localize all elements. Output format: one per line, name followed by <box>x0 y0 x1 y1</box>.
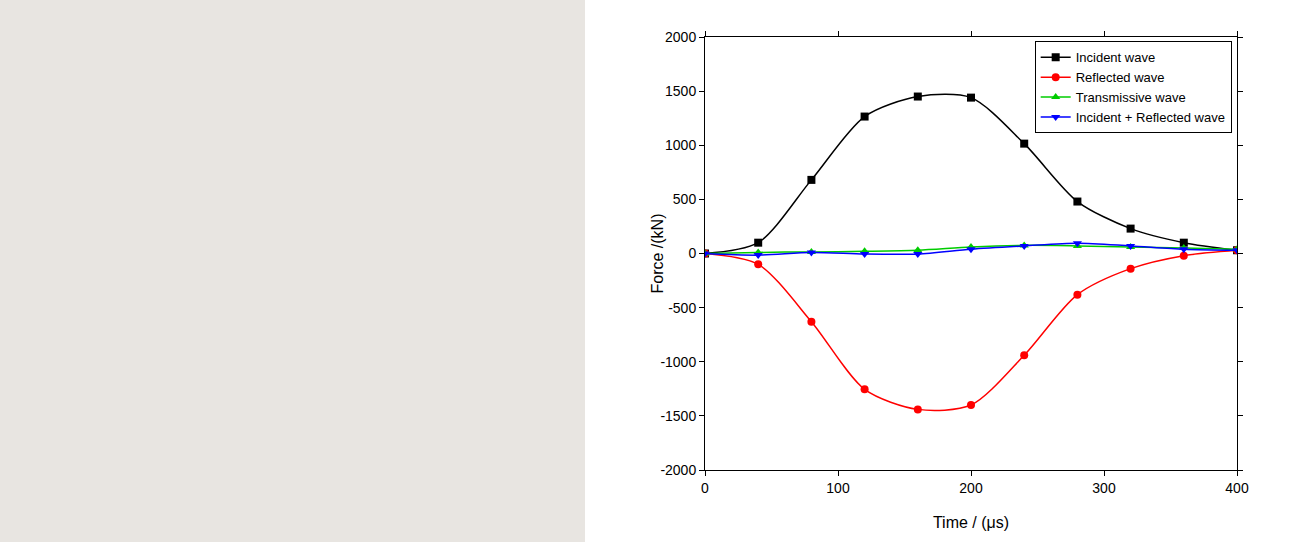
svg-text:100: 100 <box>826 480 850 496</box>
svg-text:300: 300 <box>1092 480 1116 496</box>
svg-text:2000: 2000 <box>665 29 696 45</box>
svg-text:Incident wave: Incident wave <box>1076 50 1156 65</box>
svg-text:Reflected wave: Reflected wave <box>1076 70 1165 85</box>
svg-text:Force /(kN): Force /(kN) <box>649 214 666 294</box>
svg-text:-1500: -1500 <box>660 408 696 424</box>
svg-text:-1000: -1000 <box>660 354 696 370</box>
svg-text:400: 400 <box>1225 480 1249 496</box>
svg-text:Transmissive wave: Transmissive wave <box>1076 90 1186 105</box>
svg-text:0: 0 <box>688 245 696 261</box>
svg-text:0: 0 <box>701 480 709 496</box>
svg-text:200: 200 <box>959 480 983 496</box>
svg-text:Time / (μs): Time / (μs) <box>933 514 1009 531</box>
svg-text:1000: 1000 <box>665 137 696 153</box>
svg-text:-500: -500 <box>668 300 696 316</box>
svg-text:Incident + Reflected wave: Incident + Reflected wave <box>1076 110 1225 125</box>
svg-text:500: 500 <box>673 191 697 207</box>
svg-text:-2000: -2000 <box>660 462 696 478</box>
svg-text:1500: 1500 <box>665 83 696 99</box>
